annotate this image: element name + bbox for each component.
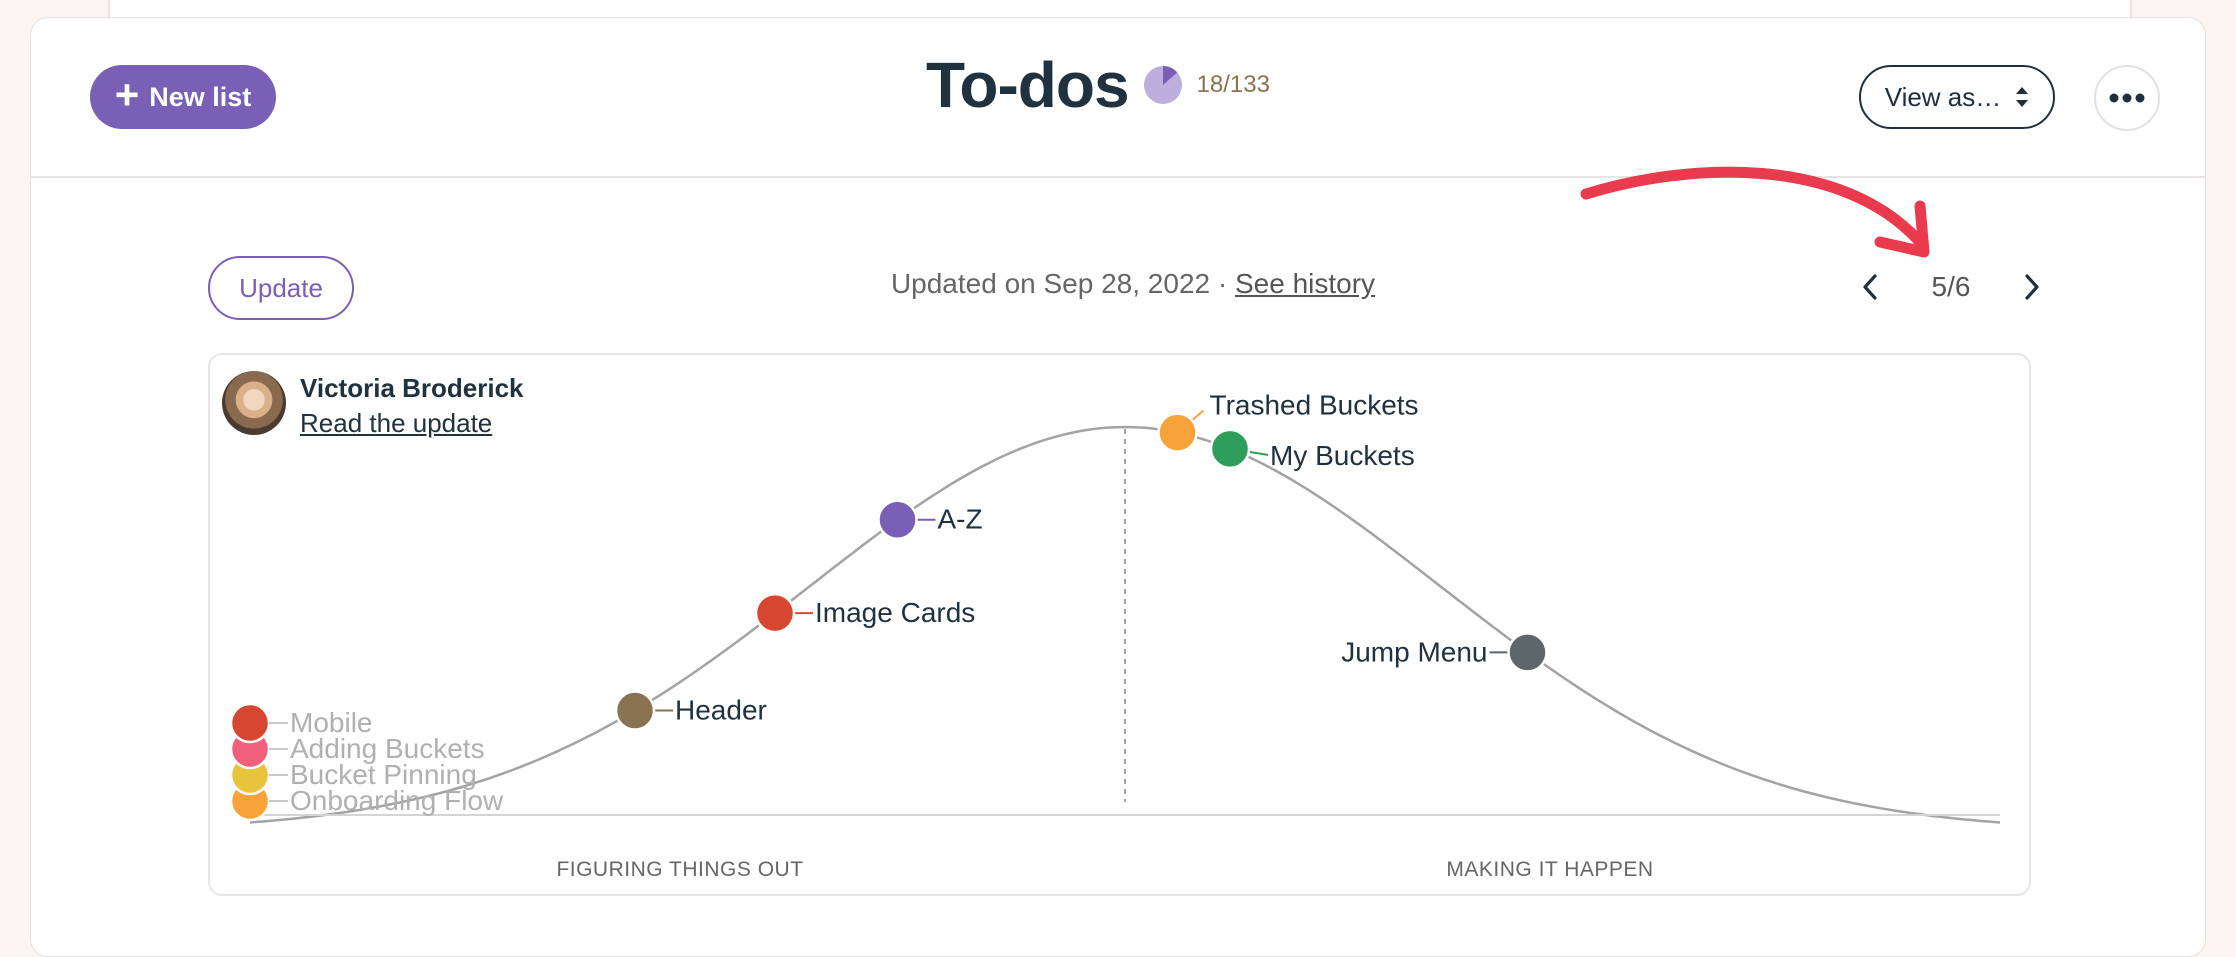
previous-update-button[interactable]: [1861, 273, 1879, 301]
avatar[interactable]: [222, 371, 286, 435]
panel-header: + New list To-dos 18/133 View as…: [31, 18, 2205, 178]
hill-label-onboarding-flow[interactable]: Onboarding Flow: [290, 785, 504, 816]
hill-label-adding-buckets[interactable]: Adding Buckets: [290, 733, 485, 764]
view-as-label: View as…: [1884, 81, 2002, 112]
annotation-arrow-icon: [1580, 166, 1930, 258]
hill-label-mobile[interactable]: Mobile: [290, 707, 372, 738]
hill-label-trashed-buckets[interactable]: Trashed Buckets: [1210, 390, 1419, 421]
hill-dot-image-cards[interactable]: [754, 592, 796, 634]
hill-label-my-buckets[interactable]: My Buckets: [1270, 440, 1415, 471]
update-label: Update: [239, 272, 323, 303]
hill-label-image-cards[interactable]: Image Cards: [815, 597, 975, 628]
read-update-link[interactable]: Read the update: [300, 408, 493, 438]
update-pager: 5/6: [1861, 262, 2041, 312]
hill-dot-trashed-buckets[interactable]: [1157, 412, 1198, 453]
making-it-happen-label: MAKING IT HAPPEN: [1446, 858, 1653, 881]
new-list-button[interactable]: + New list: [90, 65, 276, 129]
title-group: To-dos 18/133: [31, 48, 2205, 122]
hill-dot-a-z[interactable]: [877, 499, 918, 540]
hill-chart-card: Onboarding Flow Bucket Pinning Adding Buck…: [208, 353, 2031, 896]
hill-label-bucket-pinning[interactable]: Bucket Pinning: [290, 759, 477, 790]
plus-icon: +: [114, 71, 140, 118]
next-update-button[interactable]: [2023, 273, 2041, 301]
update-author: Victoria Broderick Read the update: [222, 371, 524, 439]
hill-label-header[interactable]: Header: [675, 695, 767, 726]
ellipsis-icon: [2109, 93, 2145, 103]
hill-dot-my-buckets[interactable]: [1209, 428, 1251, 470]
hill-label-a-z[interactable]: A-Z: [938, 504, 983, 535]
background-card: [108, 0, 2132, 20]
more-options-button[interactable]: [2094, 65, 2160, 131]
page-title: To-dos: [926, 49, 1130, 121]
progress-count: 18/133: [1196, 71, 1270, 98]
sort-arrows-icon: [2016, 87, 2029, 107]
update-button[interactable]: Update: [208, 256, 354, 320]
chevron-left-icon: [1863, 274, 1877, 300]
chevron-right-icon: [2025, 274, 2039, 300]
hill-dot-header[interactable]: [614, 690, 656, 731]
page-indicator: 5/6: [1931, 271, 1971, 302]
author-name: Victoria Broderick: [300, 373, 524, 403]
figuring-out-label: FIGURING THINGS OUT: [556, 858, 803, 881]
hill-label-jump-menu[interactable]: Jump Menu: [1341, 636, 1487, 667]
progress-pie-icon: [1143, 66, 1182, 104]
todos-panel: + New list To-dos 18/133 View as…: [30, 17, 2206, 957]
hill-dot-mobile[interactable]: [229, 702, 271, 744]
hill-dot-jump-menu[interactable]: [1507, 632, 1548, 673]
view-as-button[interactable]: View as…: [1859, 65, 2055, 129]
updated-text: Updated on Sep 28, 2022 ·: [890, 268, 1235, 299]
see-history-link[interactable]: See history: [1234, 268, 1376, 299]
hill-curve: [249, 425, 2001, 824]
updated-info: Updated on Sep 28, 2022 · See history: [31, 268, 2205, 300]
new-list-label: New list: [149, 81, 252, 112]
